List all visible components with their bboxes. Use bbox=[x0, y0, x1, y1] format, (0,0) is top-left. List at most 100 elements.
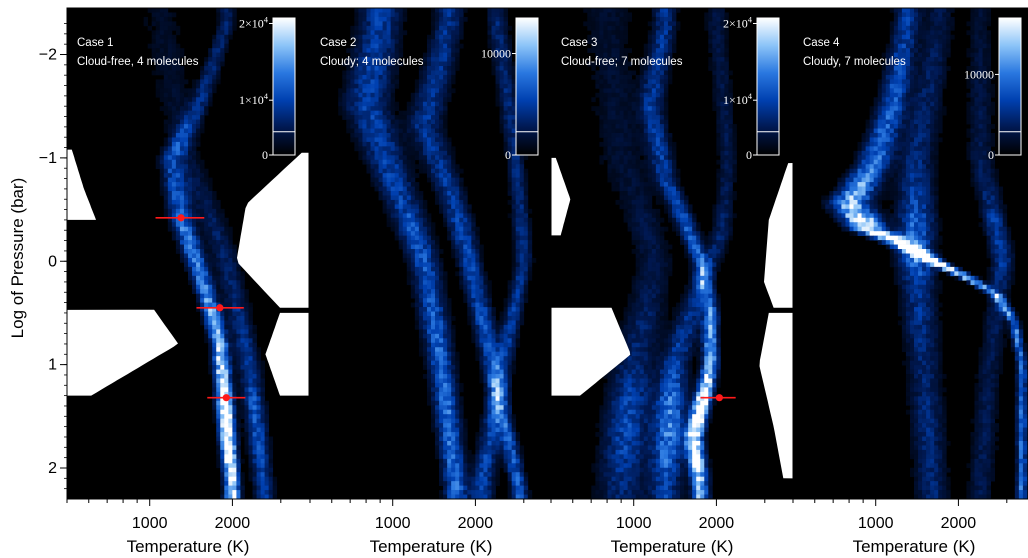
heatmap-cell bbox=[471, 240, 476, 245]
heatmap-cell bbox=[228, 21, 233, 27]
heatmap-cell bbox=[366, 39, 371, 45]
heatmap-cell bbox=[406, 257, 412, 263]
heatmap-cell bbox=[447, 396, 452, 402]
heatmap-cell bbox=[511, 177, 517, 183]
heatmap-cell bbox=[374, 186, 379, 192]
heatmap-cell bbox=[716, 12, 721, 18]
heatmap-cell bbox=[443, 391, 448, 397]
heatmap-cell bbox=[676, 8, 681, 13]
heatmap-cell bbox=[523, 472, 529, 478]
heatmap-cell bbox=[447, 298, 452, 303]
heatmap-cell bbox=[374, 92, 379, 98]
heatmap-cell bbox=[515, 463, 521, 469]
heatmap-cell bbox=[394, 25, 400, 31]
heatmap-cell bbox=[443, 298, 448, 303]
heatmap-cell bbox=[639, 186, 645, 192]
heatmap-cell bbox=[439, 293, 444, 299]
heatmap-cell bbox=[398, 39, 404, 45]
heatmap-cell bbox=[503, 106, 508, 112]
heatmap-cell bbox=[451, 150, 456, 156]
heatmap-cell bbox=[595, 110, 600, 116]
heatmap-cell bbox=[487, 378, 492, 384]
heatmap-cell bbox=[527, 262, 533, 268]
heatmap-cell bbox=[426, 74, 432, 80]
heatmap-cell bbox=[463, 275, 468, 281]
heatmap-cell bbox=[362, 92, 367, 98]
heatmap-cell bbox=[511, 199, 517, 205]
heatmap-cell bbox=[499, 110, 504, 116]
heatmap-cell bbox=[410, 284, 416, 290]
heatmap-cell bbox=[672, 34, 677, 40]
heatmap-cell bbox=[663, 8, 669, 13]
heatmap-cell bbox=[354, 16, 359, 22]
heatmap-cell bbox=[515, 222, 521, 228]
heatmap-cell bbox=[531, 257, 537, 263]
heatmap-cell bbox=[248, 387, 253, 393]
heatmap-cell bbox=[163, 137, 169, 143]
heatmap-cell bbox=[256, 405, 261, 411]
heatmap-cell bbox=[402, 173, 408, 178]
heatmap-cell bbox=[499, 57, 504, 62]
data-point bbox=[222, 394, 230, 402]
heatmap-cell bbox=[659, 88, 665, 94]
heatmap-cell bbox=[208, 101, 213, 107]
heatmap-cell bbox=[204, 240, 209, 245]
heatmap-cell bbox=[659, 186, 665, 192]
heatmap-cell bbox=[495, 365, 500, 370]
heatmap-cell bbox=[370, 88, 375, 94]
heatmap-cell bbox=[362, 124, 367, 129]
heatmap-cell bbox=[603, 128, 608, 134]
heatmap-cell bbox=[208, 208, 213, 214]
heatmap-cell bbox=[256, 458, 261, 464]
heatmap-cell bbox=[667, 137, 673, 143]
heatmap-cell bbox=[523, 490, 529, 495]
heatmap-cell bbox=[451, 30, 456, 36]
heatmap-cell bbox=[672, 48, 677, 53]
heatmap-cell bbox=[651, 101, 657, 107]
heatmap-cell bbox=[615, 66, 620, 71]
heatmap-cell bbox=[611, 115, 616, 120]
heatmap-cell bbox=[451, 329, 456, 335]
heatmap-cell bbox=[615, 16, 620, 22]
heatmap-cell bbox=[196, 191, 201, 196]
heatmap-cell bbox=[196, 302, 201, 308]
heatmap-cell bbox=[358, 48, 363, 53]
heatmap-cell bbox=[475, 338, 480, 344]
heatmap-cell bbox=[643, 57, 649, 62]
heatmap-cell bbox=[366, 25, 371, 31]
heatmap-cell bbox=[431, 409, 436, 415]
heatmap-cell bbox=[623, 132, 628, 138]
heatmap-cell bbox=[406, 195, 412, 201]
heatmap-cell bbox=[459, 226, 464, 232]
heatmap-cell bbox=[439, 97, 444, 103]
heatmap-cell bbox=[507, 199, 513, 205]
heatmap-cell bbox=[171, 159, 177, 165]
heatmap-cell bbox=[236, 351, 241, 357]
heatmap-cell bbox=[422, 199, 428, 205]
heatmap-cell bbox=[467, 231, 472, 236]
heatmap-cell bbox=[208, 329, 213, 335]
heatmap-cell bbox=[459, 43, 464, 49]
heatmap-cell bbox=[220, 400, 225, 406]
heatmap-cell bbox=[463, 481, 468, 486]
heatmap-cell bbox=[346, 110, 351, 116]
heatmap-cell bbox=[260, 472, 265, 478]
heatmap-cell bbox=[212, 400, 217, 406]
heatmap-cell bbox=[623, 61, 628, 67]
heatmap-cell bbox=[228, 235, 233, 241]
heatmap-cell bbox=[487, 485, 492, 491]
heatmap-cell bbox=[435, 382, 440, 388]
heatmap-cell bbox=[390, 146, 396, 152]
heatmap-cell bbox=[635, 115, 641, 120]
heatmap-cell bbox=[479, 307, 484, 312]
heatmap-cell bbox=[208, 280, 213, 286]
heatmap-cell bbox=[179, 208, 185, 214]
heatmap-cell bbox=[463, 8, 468, 13]
heatmap-cell bbox=[147, 25, 153, 31]
heatmap-cell bbox=[447, 369, 452, 375]
heatmap-cell bbox=[455, 208, 460, 214]
heatmap-cell bbox=[708, 39, 713, 45]
heatmap-cell bbox=[362, 155, 367, 161]
heatmap-cell bbox=[439, 351, 444, 357]
heatmap-cell bbox=[451, 195, 456, 201]
